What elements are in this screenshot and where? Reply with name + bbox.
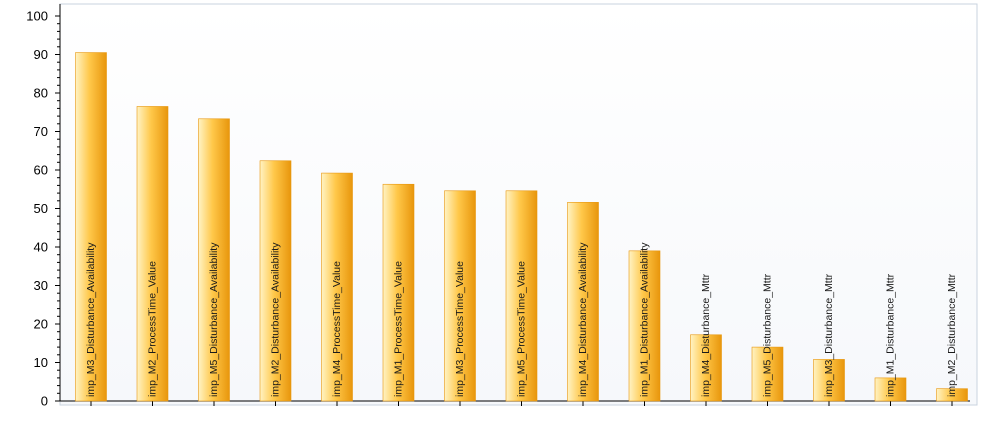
bar: [813, 359, 845, 402]
bar: [751, 346, 784, 402]
bar-label: imp_M3_Disturbance_Mttr: [823, 273, 835, 397]
bar: [567, 202, 599, 402]
bar-label: imp_M1_Disturbance_Mttr: [885, 273, 897, 397]
y-tick-label: 90: [34, 47, 48, 62]
y-tick-label: 40: [34, 240, 48, 255]
bar-label: imp_M3_ProcessTime_Value: [454, 261, 466, 397]
bar: [198, 118, 230, 402]
y-tick-label: 100: [26, 9, 48, 24]
bar-label: imp_M2_ProcessTime_Value: [147, 261, 159, 397]
bar: [628, 250, 661, 402]
bar-label: imp_M5_Disturbance_Mttr: [762, 273, 774, 397]
y-tick-label: 70: [34, 124, 48, 139]
bar-labels-group: imp_M3_Disturbance_Availability imp_M2_Pr…: [85, 242, 958, 397]
y-tick-label: 80: [34, 86, 48, 101]
bar: [321, 172, 353, 402]
bar-label: imp_M5_ProcessTime_Value: [516, 261, 528, 397]
bars-group: [75, 52, 968, 402]
bar: [444, 190, 476, 402]
y-tick-label: 20: [34, 317, 48, 332]
bar: [259, 160, 292, 402]
y-tick-label: 50: [34, 201, 48, 216]
bar-label: imp_M4_ProcessTime_Value: [331, 261, 343, 397]
bar-label: imp_M4_Disturbance_Availability: [577, 242, 589, 397]
bar: [136, 106, 169, 402]
y-tick-label: 30: [34, 278, 48, 293]
bar-label: imp_M1_ProcessTime_Value: [393, 261, 405, 397]
y-tick-label: 10: [34, 355, 48, 370]
bar: [936, 388, 968, 402]
y-tick-label: 60: [34, 163, 48, 178]
bar: [505, 190, 538, 402]
bar-label: imp_M1_Disturbance_Availability: [639, 242, 651, 397]
bar: [690, 334, 722, 402]
bar-label: imp_M4_Disturbance_Mttr: [700, 273, 712, 397]
bar: [874, 377, 907, 402]
y-axis: 0 10 20 30 40 50 60 70 80 90 100: [26, 4, 61, 409]
y-tick-label: 0: [41, 394, 48, 409]
bar-label: imp_M2_Disturbance_Availability: [270, 242, 282, 397]
bar: [382, 183, 415, 402]
bar-label: imp_M5_Disturbance_Availability: [208, 242, 220, 397]
bar-label: imp_M2_Disturbance_Mttr: [946, 273, 958, 397]
bar: [75, 52, 107, 402]
bar-label: imp_M3_Disturbance_Availability: [85, 242, 97, 397]
